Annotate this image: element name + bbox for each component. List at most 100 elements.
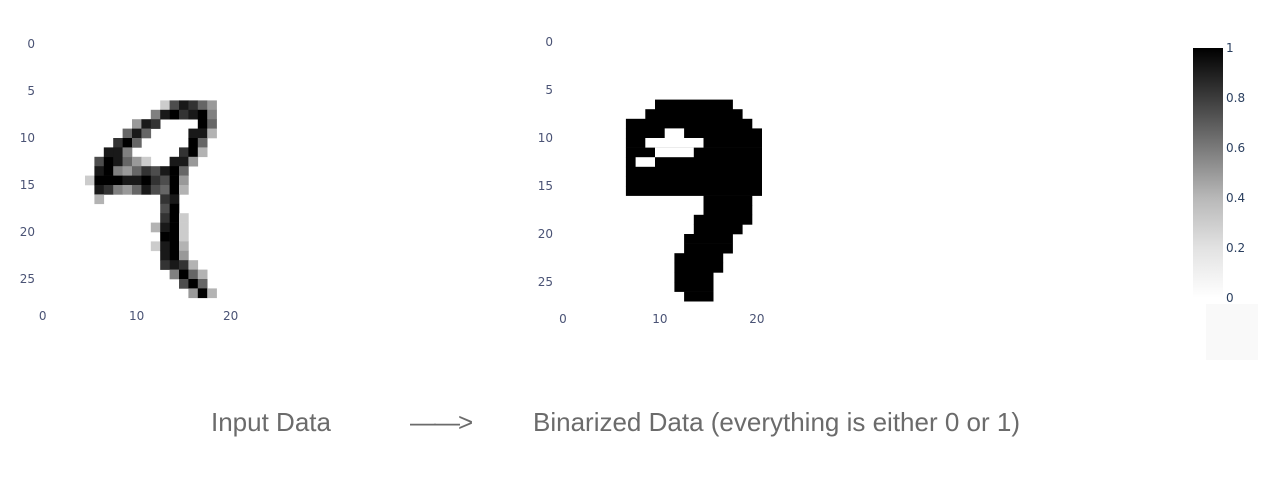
heatmap-cell xyxy=(169,100,180,111)
heatmap-cell xyxy=(132,175,142,186)
heatmap-cell xyxy=(179,147,189,158)
heatmap-cell-run xyxy=(684,234,733,244)
heatmap-cell xyxy=(132,138,142,148)
heatmap-cell xyxy=(160,260,170,270)
heatmap-cell xyxy=(150,222,161,233)
input-heatmap xyxy=(85,100,217,299)
heatmap-cell xyxy=(103,175,114,186)
heatmap-cell xyxy=(160,109,170,120)
y-tick-label: 20 xyxy=(20,225,35,239)
heatmap-cell xyxy=(179,213,189,223)
heatmap-cell xyxy=(197,128,208,139)
heatmap-cell xyxy=(141,166,152,176)
heatmap-cell xyxy=(197,100,208,111)
x-tick-label: 20 xyxy=(749,312,764,326)
heatmap-cell xyxy=(169,194,180,205)
heatmap-cell xyxy=(197,147,208,158)
binarized-heatmap xyxy=(625,99,762,302)
heatmap-zero-cell xyxy=(645,138,704,148)
heatmap-cell xyxy=(179,232,189,242)
y-tick-label: 0 xyxy=(27,37,35,51)
heatmap-cell xyxy=(169,222,180,233)
heatmap-cell xyxy=(169,203,180,214)
heatmap-cell xyxy=(160,222,170,233)
heatmap-cell xyxy=(122,138,133,148)
y-tick-label: 15 xyxy=(20,178,35,192)
heatmap-cell xyxy=(179,156,189,167)
colorbar-tick-label: 1 xyxy=(1226,41,1234,55)
heatmap-cell xyxy=(160,175,170,186)
y-tick-label: 25 xyxy=(20,272,35,286)
x-tick-label: 10 xyxy=(129,309,144,323)
heatmap-cell xyxy=(179,250,189,261)
heatmap-cell xyxy=(132,119,142,129)
heatmap-cell xyxy=(207,128,217,139)
heatmap-cell xyxy=(141,156,152,167)
heatmap-cell xyxy=(160,185,170,195)
heatmap-cell xyxy=(188,288,199,299)
heatmap-cell xyxy=(113,138,123,148)
colorbar-ticks: 1 0.8 0.6 0.4 0.2 0 xyxy=(1226,41,1245,305)
heatmap-cell xyxy=(122,156,133,167)
heatmap-cell xyxy=(188,109,199,120)
heatmap-cell xyxy=(113,147,123,158)
y-tick-label: 5 xyxy=(545,83,553,97)
heatmap-cell xyxy=(169,156,180,167)
heatmap-cell xyxy=(169,241,180,252)
y-tick-label: 10 xyxy=(20,131,35,145)
heatmap-cell xyxy=(122,128,133,139)
heatmap-cell xyxy=(103,166,114,176)
colorbar-shadow xyxy=(1206,304,1258,360)
heatmap-cell-run xyxy=(674,272,714,283)
heatmap-cell-run xyxy=(693,214,753,225)
heatmap-cell xyxy=(122,175,133,186)
heatmap-cell-run xyxy=(625,128,762,139)
heatmap-cell xyxy=(197,119,208,129)
heatmap-cell xyxy=(179,269,189,280)
heatmap-cell xyxy=(160,194,170,205)
heatmap-cell xyxy=(207,288,217,299)
heatmap-cell xyxy=(169,166,180,176)
heatmap-cell xyxy=(169,269,180,280)
heatmap-cell xyxy=(150,119,161,129)
heatmap-cell xyxy=(169,260,180,270)
colorbar xyxy=(1193,48,1223,298)
heatmap-cell xyxy=(150,109,161,120)
colorbar-tick-label: 0 xyxy=(1226,291,1234,305)
heatmap-cell xyxy=(188,100,199,111)
heatmap-cell xyxy=(132,156,142,167)
heatmap-cell xyxy=(160,166,170,176)
heatmap-cell xyxy=(179,166,189,176)
heatmap-cell xyxy=(160,241,170,252)
heatmap-cell xyxy=(141,119,152,129)
x-tick-label: 20 xyxy=(223,309,238,323)
heatmap-cell xyxy=(179,109,189,120)
heatmap-zero-cell xyxy=(655,147,694,158)
heatmap-cell xyxy=(188,269,199,280)
heatmap-cell xyxy=(160,232,170,242)
heatmap-cell xyxy=(188,156,199,167)
caption-binarized-data: Binarized Data (everything is either 0 o… xyxy=(533,407,1021,437)
heatmap-cell-run xyxy=(674,253,724,264)
heatmap-cell xyxy=(141,175,152,186)
x-tick-label: 0 xyxy=(39,309,47,323)
heatmap-zero-cell xyxy=(664,128,685,138)
heatmap-cell-run xyxy=(693,224,743,235)
heatmap-cell xyxy=(169,185,180,195)
heatmap-cell-run xyxy=(625,157,762,168)
heatmap-cell-run xyxy=(625,186,762,196)
heatmap-cell-run xyxy=(625,147,762,158)
colorbar-tick-label: 0.6 xyxy=(1226,141,1245,155)
heatmap-cell xyxy=(160,203,170,214)
heatmap-cell xyxy=(179,241,189,252)
heatmap-cell xyxy=(103,185,114,195)
heatmap-cell xyxy=(179,185,189,195)
y-tick-label: 10 xyxy=(538,131,553,145)
heatmap-cell xyxy=(188,138,199,148)
heatmap-cell xyxy=(150,241,161,252)
heatmap-cell xyxy=(197,269,208,280)
binarized-heatmap-ticks: 0 5 10 15 20 25 0 10 20 xyxy=(538,35,765,326)
x-tick-label: 10 xyxy=(652,312,667,326)
heatmap-cell xyxy=(179,222,189,233)
